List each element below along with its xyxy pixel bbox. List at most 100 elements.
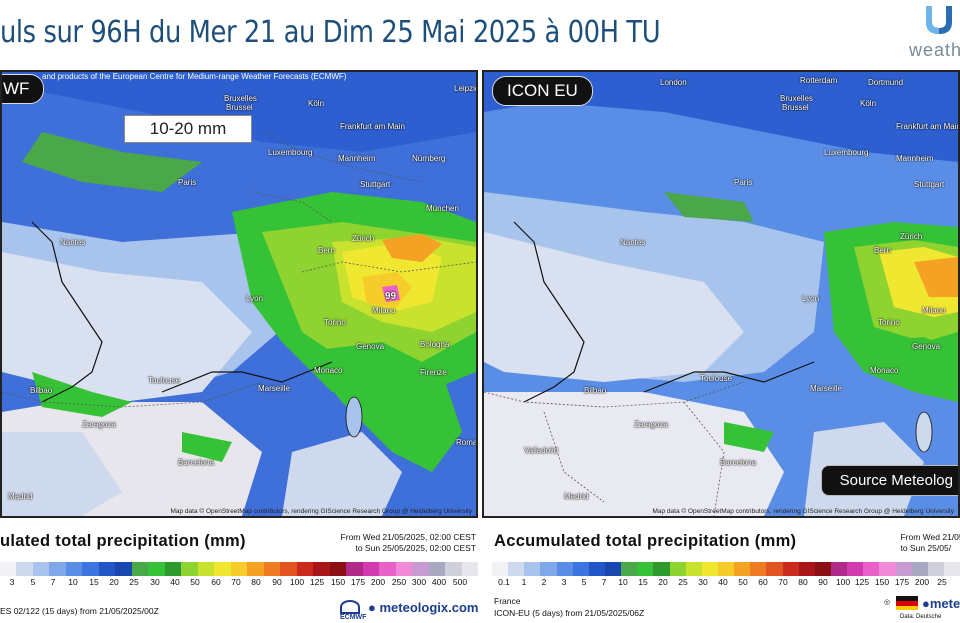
scale-tick-label: 15 <box>89 577 99 587</box>
weather-logo-icon <box>926 6 952 34</box>
city-label: Bern <box>318 246 335 255</box>
scale-tick-label: 25 <box>678 577 688 587</box>
ecmwf-map-panel[interactable]: and products of the European Centre for … <box>0 70 478 518</box>
city-label: Stuttgart <box>360 180 391 189</box>
meteologix-brand[interactable]: ●mete <box>922 596 960 611</box>
scale-swatch <box>49 562 66 576</box>
city-label: München <box>426 204 459 213</box>
city-label: Bruxelles <box>780 94 813 103</box>
brand-text: mete <box>929 596 960 611</box>
scale-tick-label: 60 <box>758 577 768 587</box>
ecmwf-text: ECMWF <box>340 614 367 621</box>
scale-tick-label: 10 <box>68 577 78 587</box>
scale-tick-label: 2 <box>541 577 547 587</box>
city-label: Rotterdam <box>800 76 838 85</box>
meteologix-icon: ● <box>922 596 930 611</box>
city-label: Toulouse <box>148 376 181 385</box>
color-scale-bar <box>0 562 479 576</box>
scale-tick-label: 0.1 <box>498 577 510 587</box>
map-credit: and products of the European Centre for … <box>42 72 347 81</box>
scale-tick-label: 10 <box>618 577 628 587</box>
scale-swatch <box>943 562 960 576</box>
scale-tick-label: 5 <box>581 577 587 587</box>
city-label: Zürich <box>352 234 375 243</box>
scale-swatch <box>830 562 848 576</box>
scale-swatch <box>621 562 638 576</box>
legend-title: Accumulated total precipitation (mm) <box>494 532 797 550</box>
scale-tick-label: 50 <box>190 577 200 587</box>
city-label: Mannheim <box>896 154 934 163</box>
scale-tick-label: 90 <box>272 577 282 587</box>
scale-swatch <box>197 562 215 576</box>
scale-tick-label: 500 <box>452 577 468 587</box>
scale-tick-label: 150 <box>330 577 346 587</box>
scale-swatch <box>556 562 573 576</box>
meteologix-brand[interactable]: ● meteologix.com <box>368 600 478 615</box>
scale-swatch <box>445 562 462 576</box>
scale-swatch <box>653 562 670 576</box>
icon-eu-map-panel[interactable]: ICON EU Source Meteolog London Rotterdam D… <box>482 70 960 518</box>
scale-swatch <box>863 562 880 576</box>
scale-tick-label: 200 <box>914 577 930 587</box>
city-label: Nantes <box>620 238 646 247</box>
scale-swatch <box>508 562 525 576</box>
city-label: Frankfurt am Main <box>340 122 405 131</box>
city-label: Köln <box>860 99 877 108</box>
scale-swatch <box>911 562 928 576</box>
scale-tick-label: 175 <box>350 577 366 587</box>
scale-tick-label: 70 <box>231 577 241 587</box>
scale-swatch <box>214 562 231 576</box>
period-to: to Sun 25/05/ <box>900 543 952 553</box>
scale-tick-label: 5 <box>30 577 36 587</box>
city-label: London <box>660 78 687 87</box>
max-value-label: 99 <box>385 291 397 302</box>
city-label: Genova <box>912 342 941 351</box>
scale-tick-label: 70 <box>778 577 788 587</box>
scale-swatch <box>685 562 702 576</box>
city-label: Mannheim <box>338 154 376 163</box>
scale-swatch <box>395 562 413 576</box>
scale-swatch <box>164 562 182 576</box>
scale-swatch <box>669 562 686 576</box>
city-label: Zürich <box>900 232 923 241</box>
scale-tick-label: 40 <box>718 577 728 587</box>
scale-swatch <box>181 562 198 576</box>
source-box: Source Meteolog <box>820 465 958 496</box>
city-label: Barcelona <box>720 458 757 467</box>
scale-swatch <box>572 562 589 576</box>
scale-swatch <box>412 562 429 576</box>
period-to: to Sun 25/05/2025, 02:00 CEST <box>355 543 476 553</box>
city-label: Bern <box>874 246 891 255</box>
city-label: Paris <box>178 178 197 187</box>
map-attribution: Map data © OpenStreetMap contributors, r… <box>652 508 954 515</box>
scale-tick-label: 150 <box>874 577 890 587</box>
scale-swatch <box>782 562 799 576</box>
scale-tick-label: 80 <box>251 577 261 587</box>
city-label: Leipzig <box>454 84 478 93</box>
city-label: Frankfurt am Main <box>896 122 960 131</box>
scale-swatch <box>927 562 944 576</box>
scale-swatch <box>798 562 815 576</box>
scale-swatch <box>492 562 509 576</box>
scale-swatch <box>814 562 831 576</box>
city-label: Bilbao <box>584 386 607 395</box>
scale-swatch <box>346 562 363 576</box>
city-label: Stuttgart <box>914 180 945 189</box>
scale-swatch <box>296 562 314 576</box>
city-label: Madrid <box>8 492 33 501</box>
weather-logo: weath <box>900 0 960 66</box>
scale-tick-label: 175 <box>894 577 910 587</box>
scale-tick-label: 100 <box>835 577 851 587</box>
city-label: Köln <box>308 99 325 108</box>
city-label: Firenze <box>420 368 447 377</box>
city-label: Marseille <box>810 384 843 393</box>
scale-ticks: 3 5 7 10 15 20 25 30 40 50 60 70 80 90 100 125 150 175 200… <box>0 577 478 587</box>
period-from: From Wed 21/05/2025, 02:00 CEST <box>340 532 476 542</box>
scale-tick-label: 30 <box>150 577 160 587</box>
city-label: Valladolid <box>524 446 559 455</box>
scale-tick-label: 200 <box>370 577 386 587</box>
city-label: Dortmund <box>868 78 904 87</box>
legend-period: From Wed 21/05/ to Sun 25/05/ <box>900 532 960 554</box>
scale-tick-label: 30 <box>698 577 708 587</box>
scale-swatch <box>82 562 99 576</box>
